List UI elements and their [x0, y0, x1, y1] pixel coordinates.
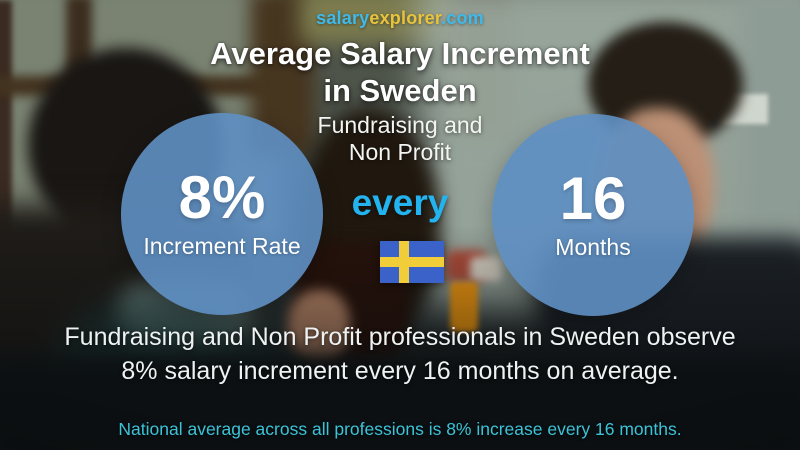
increment-rate-value: 8%	[178, 164, 266, 231]
category-line1: Fundraising and	[317, 112, 483, 138]
summary-line2: 8% salary increment every 16 months on a…	[121, 357, 679, 385]
summary-text: Fundraising and Non Profit professionals…	[0, 320, 800, 388]
increment-rate-label: Increment Rate	[143, 233, 301, 259]
period-value: 16	[559, 165, 627, 232]
brand-domain-text: .com	[441, 8, 484, 28]
period-circle: 16 Months	[492, 114, 694, 316]
page-title-line1: Average Salary Increment	[210, 36, 590, 71]
flag-cross-horizontal	[380, 256, 444, 268]
brand-logo: salaryexplorer.com	[0, 8, 800, 29]
brand-salary-text: salary	[316, 8, 370, 28]
page-title: Average Salary Increment in Sweden	[0, 35, 800, 109]
brand-explorer-text: explorer	[369, 8, 442, 28]
period-label: Months	[555, 234, 631, 260]
footnote-text: National average across all professions …	[118, 419, 682, 439]
category-subtitle: Fundraising and Non Profit	[0, 112, 800, 166]
page-title-line2: in Sweden	[323, 73, 477, 108]
connector-text: every	[351, 182, 449, 223]
increment-rate-circle: 8% Increment Rate	[121, 113, 323, 315]
summary-line1: Fundraising and Non Profit professionals…	[64, 323, 736, 351]
category-line2: Non Profit	[348, 139, 452, 165]
sweden-flag-icon	[380, 241, 444, 283]
